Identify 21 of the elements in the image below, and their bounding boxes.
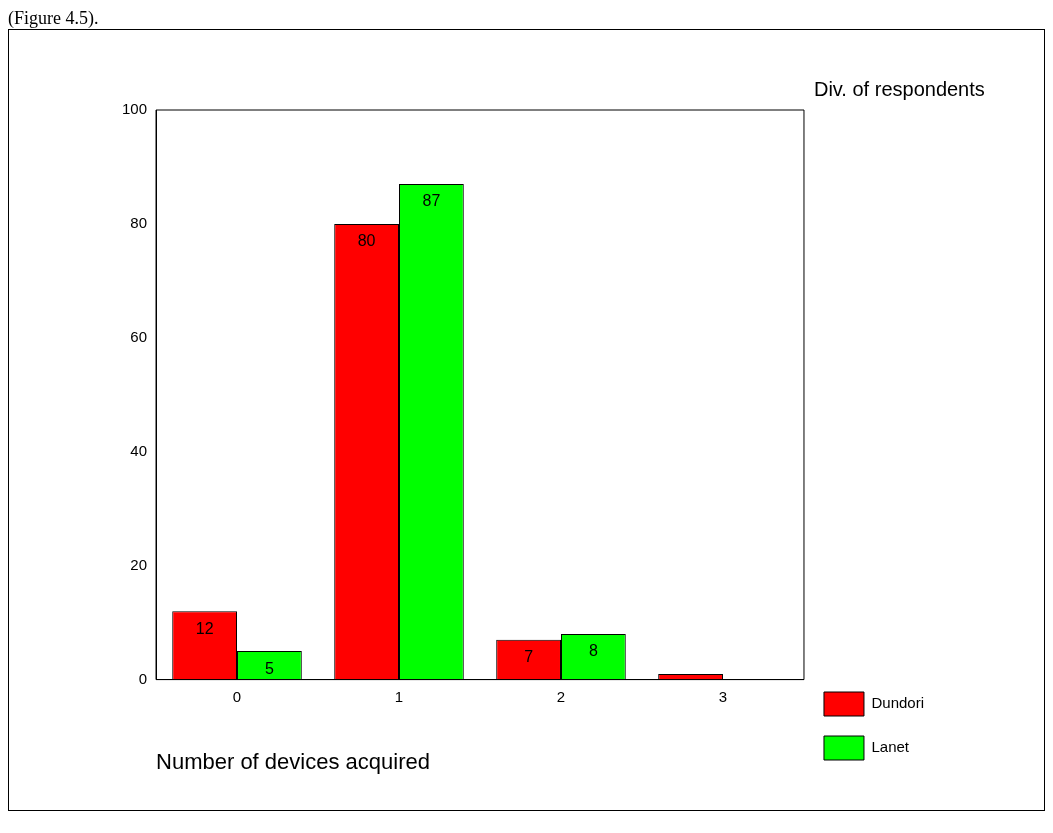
y-tick-label: 100 xyxy=(122,100,148,118)
y-tick-label: 80 xyxy=(130,214,148,232)
y-tick-label: 60 xyxy=(130,327,148,345)
y-tick-label: 0 xyxy=(138,669,148,687)
legend-title: Div. of respondents xyxy=(813,77,985,100)
x-tick-label: 3 xyxy=(718,687,728,705)
x-tick-label: 1 xyxy=(394,687,404,705)
data-label: 12 xyxy=(195,619,214,637)
legend-label: Dundori xyxy=(871,694,924,712)
data-label: 7 xyxy=(524,648,534,666)
data-label: 80 xyxy=(357,232,376,250)
y-tick-label: 20 xyxy=(130,555,148,573)
text: (Figure 4.5). xyxy=(8,8,100,29)
data-label: 5 xyxy=(264,659,274,677)
x-tick-label: 0 xyxy=(232,687,242,705)
x-axis-title: Number of devices acquired xyxy=(156,748,430,774)
y-tick-label: 40 xyxy=(130,441,148,459)
data-label: 8 xyxy=(588,642,598,660)
x-tick-label: 2 xyxy=(556,687,566,705)
legend-label: Lanet xyxy=(871,738,910,756)
data-label: 87 xyxy=(422,192,441,210)
